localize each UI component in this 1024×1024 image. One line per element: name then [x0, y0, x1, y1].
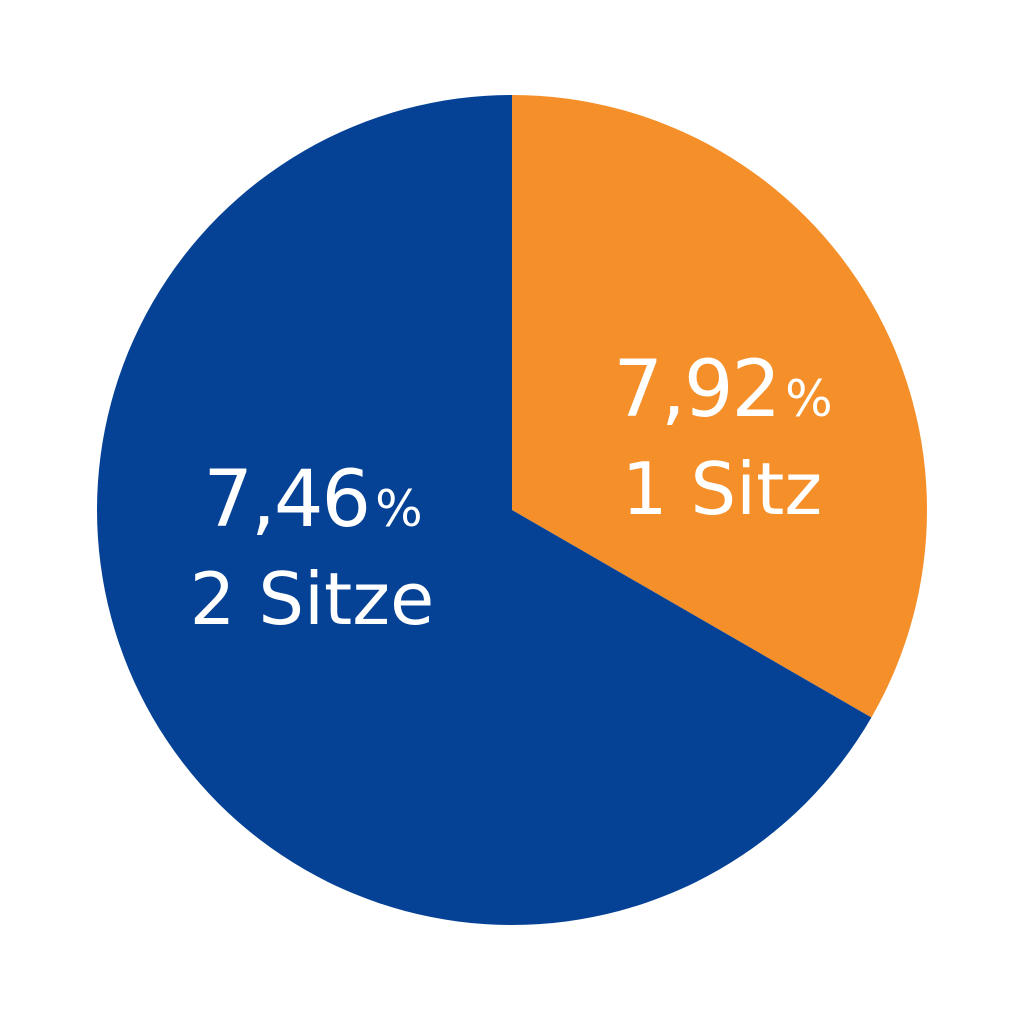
- slice-label-blue: 7,46% 2 Sitze: [190, 455, 435, 644]
- percent-label: 7,92: [613, 345, 781, 435]
- slice-label-orange: 7,92% 1 Sitz: [613, 345, 832, 534]
- percent-symbol: %: [785, 370, 832, 428]
- pie-slice-1: [96, 95, 872, 925]
- seats-label: 2 Sitze: [189, 557, 435, 641]
- pie-slice-0: [512, 95, 927, 718]
- percent-label: 7,46: [203, 455, 371, 545]
- seats-label: 1 Sitz: [621, 447, 823, 531]
- percent-symbol: %: [375, 480, 422, 538]
